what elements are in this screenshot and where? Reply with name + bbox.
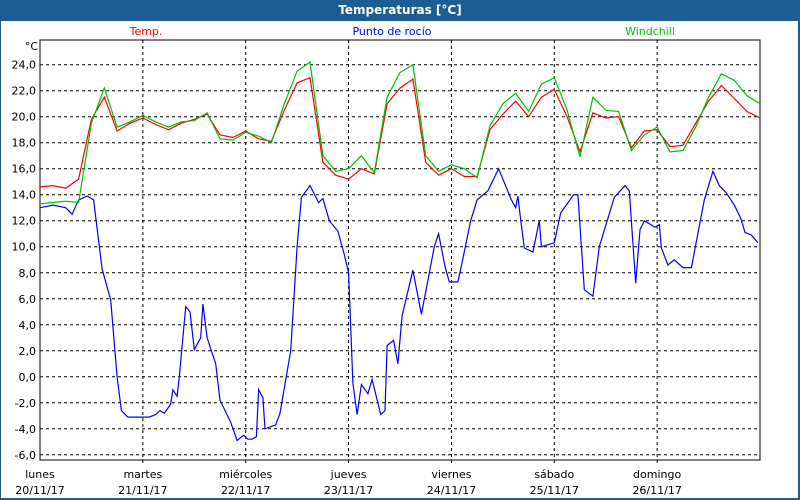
series-line-punto-de-roc-o bbox=[39, 167, 759, 442]
y-tick-label: 14,0 bbox=[12, 189, 37, 202]
x-tick-day: jueves bbox=[330, 468, 367, 481]
x-tick-date: 21/11/17 bbox=[118, 484, 167, 497]
legend-punto-de-roc-o: Punto de rocío bbox=[352, 25, 431, 38]
y-axis-unit: °C bbox=[25, 40, 39, 53]
y-tick-label: 4,0 bbox=[19, 319, 37, 332]
y-tick-label: 18,0 bbox=[12, 137, 37, 150]
x-tick-day: viernes bbox=[431, 468, 471, 481]
y-tick-label: 10,0 bbox=[12, 241, 37, 254]
y-tick-label: -4,0 bbox=[15, 423, 36, 436]
y-tick-label: 0,0 bbox=[19, 371, 37, 384]
legend-temp-: Temp. bbox=[129, 25, 163, 38]
series-line-temp- bbox=[39, 76, 761, 189]
x-tick-day: domingo bbox=[633, 468, 681, 481]
x-tick-date: 22/11/17 bbox=[221, 484, 270, 497]
y-tick-label: 20,0 bbox=[12, 111, 37, 124]
x-tick-day: sábado bbox=[534, 468, 574, 481]
x-tick-day: miércoles bbox=[219, 468, 272, 481]
y-tick-label: 16,0 bbox=[12, 163, 37, 176]
x-tick-day: martes bbox=[123, 468, 162, 481]
y-tick-label: 2,0 bbox=[19, 345, 37, 358]
x-tick-day: lunes bbox=[25, 468, 55, 481]
y-tick-label: 22,0 bbox=[12, 85, 37, 98]
y-tick-label: 12,0 bbox=[12, 215, 37, 228]
y-tick-label: -6,0 bbox=[15, 449, 36, 462]
x-tick-date: 20/11/17 bbox=[15, 484, 64, 497]
y-tick-label: 6,0 bbox=[19, 293, 37, 306]
x-tick-date: 26/11/17 bbox=[632, 484, 681, 497]
y-tick-label: 8,0 bbox=[19, 267, 37, 280]
y-tick-label: 24,0 bbox=[12, 59, 37, 72]
x-tick-date: 25/11/17 bbox=[530, 484, 579, 497]
plot-frame bbox=[39, 39, 761, 461]
x-tick-date: 24/11/17 bbox=[427, 484, 476, 497]
x-tick-date: 23/11/17 bbox=[324, 484, 373, 497]
window-title: Temperaturas [°C] bbox=[0, 0, 800, 20]
y-tick-label: -2,0 bbox=[15, 397, 36, 410]
series-line-windchill bbox=[39, 61, 761, 205]
legend-windchill: Windchill bbox=[625, 25, 675, 38]
